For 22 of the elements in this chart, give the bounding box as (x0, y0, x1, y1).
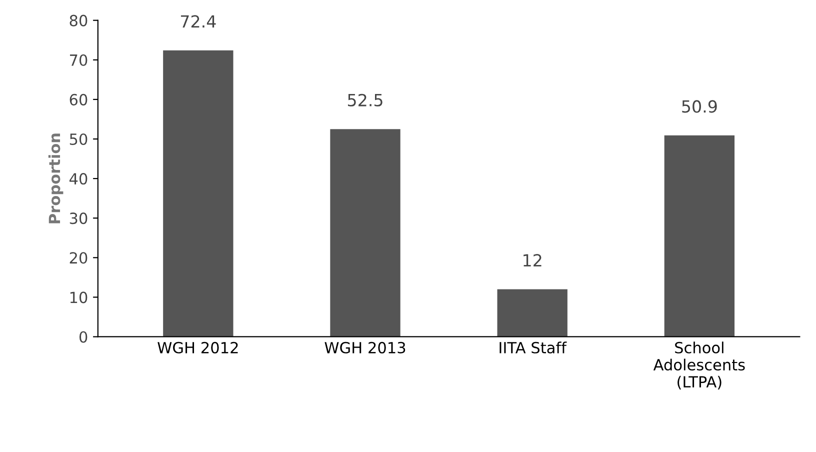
bar (163, 50, 234, 337)
x-tick-label: IITA Staff (500, 342, 567, 354)
y-tick-label: 60 (70, 94, 88, 106)
x-tick-label: WGH 2013 (324, 342, 406, 354)
data-label: 52.5 (348, 94, 382, 106)
y-tick-label: 70 (70, 54, 88, 66)
y-axis-title: Proportion (48, 134, 64, 224)
x-tick-label: School Adolescents (LTPA) (653, 342, 745, 390)
y-tick-label: 50 (70, 133, 88, 146)
y-tick-label: 10 (70, 292, 88, 304)
x-tick-label: WGH 2012 (158, 342, 238, 354)
y-tick-label: 80 (70, 14, 88, 26)
data-label: 12 (524, 254, 542, 266)
bar (664, 135, 735, 337)
bar (497, 289, 568, 337)
data-label: 72.4 (180, 15, 216, 28)
y-tick-label: 20 (70, 252, 88, 264)
bar (330, 129, 400, 337)
y-tick-label: 30 (70, 212, 88, 224)
y-tick-label: 40 (70, 173, 88, 185)
y-tick-label: 0 (79, 331, 88, 343)
data-label: 50.9 (682, 100, 717, 113)
